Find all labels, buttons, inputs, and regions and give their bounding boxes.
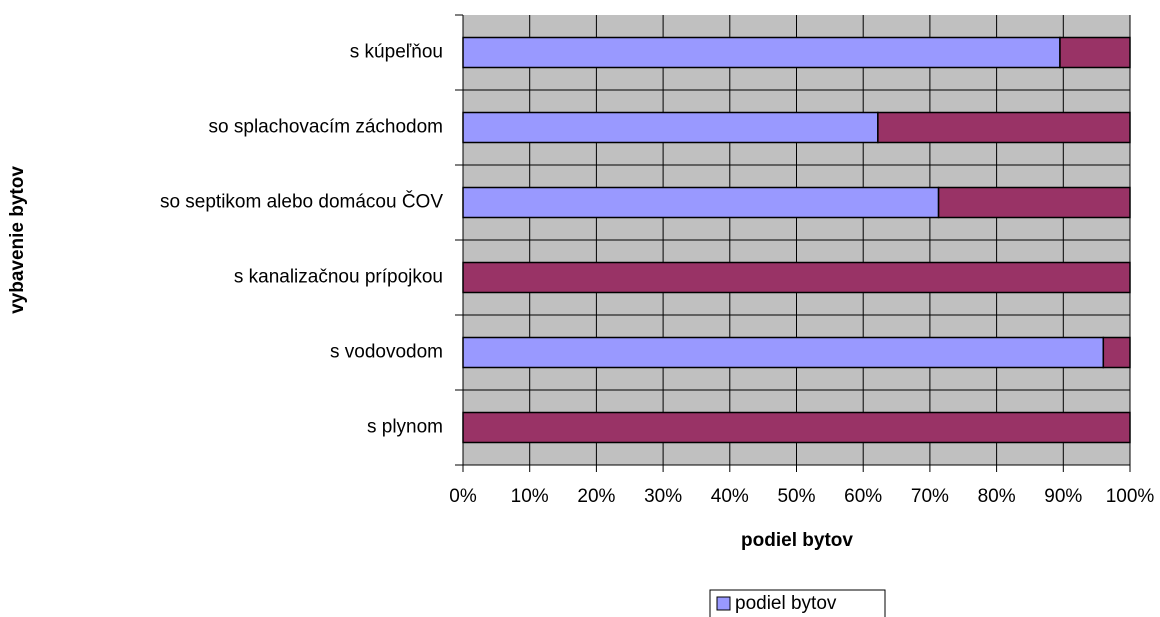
x-axis-label: podiel bytov bbox=[741, 530, 853, 551]
x-tick-label: 20% bbox=[577, 486, 615, 507]
bar bbox=[877, 111, 1131, 144]
bar bbox=[462, 261, 1131, 294]
y-tick-label: so splachovacím záchodom bbox=[209, 117, 443, 138]
bar bbox=[462, 186, 940, 219]
x-tick-label: 50% bbox=[777, 486, 815, 507]
x-tick-label: 80% bbox=[978, 486, 1016, 507]
x-tick-label: 70% bbox=[911, 486, 949, 507]
y-axis-label: vybavenie bytov bbox=[7, 166, 28, 314]
bar bbox=[937, 186, 1131, 219]
x-tick-label: 30% bbox=[644, 486, 682, 507]
bar bbox=[462, 336, 1105, 369]
y-tick-label: s kúpeľňou bbox=[350, 42, 443, 63]
x-tick-label: 90% bbox=[1044, 486, 1082, 507]
bar bbox=[462, 36, 1061, 69]
x-tick-label: 60% bbox=[844, 486, 882, 507]
legend-box bbox=[709, 589, 886, 617]
bar bbox=[462, 111, 879, 144]
x-tick-label: 10% bbox=[511, 486, 549, 507]
x-tick-label: 100% bbox=[1106, 486, 1155, 507]
legend-swatch bbox=[716, 596, 731, 611]
y-tick-label: so septikom alebo domácou ČOV bbox=[160, 191, 443, 213]
x-tick-label: 40% bbox=[711, 486, 749, 507]
legend-label: podiel bytov bbox=[735, 593, 837, 614]
x-tick-label: 0% bbox=[449, 486, 477, 507]
bar bbox=[1102, 336, 1131, 369]
y-tick-label: s vodovodom bbox=[330, 342, 443, 363]
bar bbox=[1059, 36, 1131, 69]
bar bbox=[462, 411, 1131, 444]
y-tick-label: s plynom bbox=[367, 417, 443, 438]
y-tick-label: s kanalizačnou prípojkou bbox=[234, 267, 443, 288]
